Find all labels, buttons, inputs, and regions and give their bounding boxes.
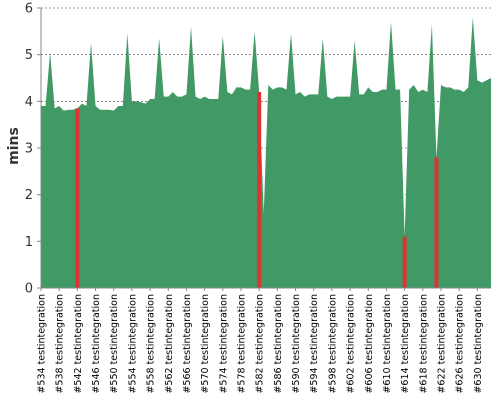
duration-area-path [41, 17, 491, 289]
y-axis-label: mins [6, 127, 22, 165]
x-tick-label: #534 testintegration [37, 294, 48, 394]
failure-bar-614 [402, 236, 407, 288]
failure-bar-542 [75, 108, 80, 288]
failure-markers [75, 92, 439, 288]
x-tick-label: #606 testintegration [364, 294, 375, 394]
x-tick-label: #574 testintegration [218, 294, 229, 394]
x-tick-label: #558 testintegration [146, 294, 157, 394]
x-tick-label: #554 testintegration [127, 294, 138, 394]
failure-bar-621 [434, 157, 439, 288]
x-tick-label: #618 testintegration [418, 294, 429, 394]
x-tick-label: #550 testintegration [109, 294, 120, 394]
y-tick-label: 1 [25, 235, 33, 250]
x-tick-label: #598 testintegration [327, 294, 338, 394]
x-tick-label: #622 testintegration [437, 294, 448, 394]
x-tick-label: #566 testintegration [182, 294, 193, 394]
x-tick-label: #626 testintegration [455, 294, 466, 394]
x-tick-label: #614 testintegration [400, 294, 411, 394]
x-tick-label: #610 testintegration [382, 294, 393, 394]
x-tick-label: #542 testintegration [73, 294, 84, 394]
y-tick-label: 3 [25, 142, 33, 157]
x-tick-label: #630 testintegration [473, 294, 484, 394]
x-tick-label: #602 testintegration [346, 294, 357, 394]
x-tick-label: #570 testintegration [200, 294, 211, 394]
x-tick-label: #586 testintegration [273, 294, 284, 394]
y-tick-label: 2 [25, 188, 33, 203]
x-tick-label: #546 testintegration [91, 294, 102, 394]
y-tick-label: 4 [25, 95, 33, 110]
x-tick-label: #562 testintegration [164, 294, 175, 394]
x-tick-labels: #534 testintegration #538 testintegration… [37, 288, 484, 394]
x-tick-label: #594 testintegration [309, 294, 320, 394]
y-tick-label: 5 [25, 48, 33, 63]
y-tick-label: 6 [25, 2, 33, 17]
x-tick-label: #582 testintegration [255, 294, 266, 394]
x-tick-label: #590 testintegration [291, 294, 302, 394]
y-tick-labels: 0 1 2 3 4 5 6 [25, 2, 41, 297]
y-tick-label: 0 [25, 282, 33, 297]
failure-bar-582 [257, 92, 262, 288]
duration-area [41, 17, 491, 289]
x-tick-label: #538 testintegration [55, 294, 66, 394]
x-tick-label: #578 testintegration [237, 294, 248, 394]
